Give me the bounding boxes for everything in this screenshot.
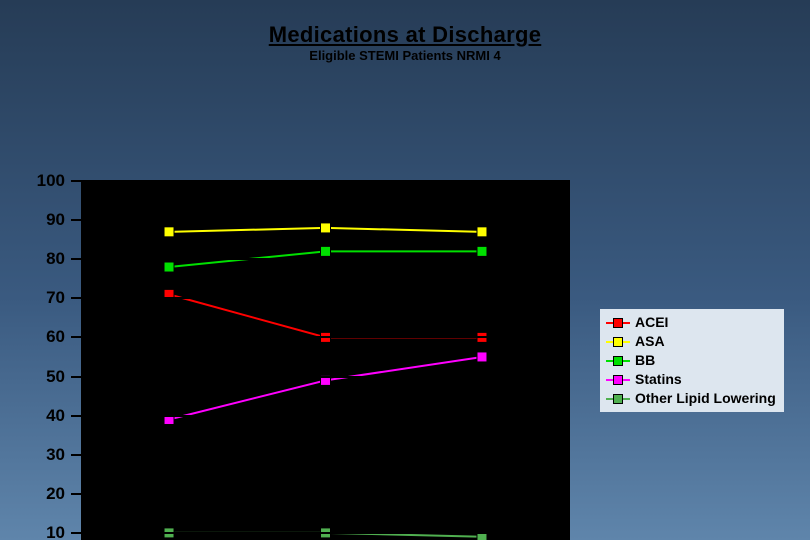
legend-label: ASA [635,332,665,351]
y-tick-label: 70 [0,288,65,308]
y-tick-label: 30 [0,445,65,465]
chart-legend: ACEIASABBStatinsOther Lipid Lowering [600,309,784,412]
grid-line [71,180,570,182]
legend-label: ACEI [635,313,668,332]
grid-line [71,297,570,299]
legend-label: BB [635,351,655,370]
y-tick-label: 10 [0,523,65,540]
series-marker [164,227,174,237]
grid-line [71,376,570,378]
legend-item: BB [606,351,776,370]
y-tick-label: 50 [0,367,65,387]
legend-swatch [606,375,630,385]
chart-lines [0,75,810,540]
legend-swatch [606,394,630,404]
legend-swatch [606,356,630,366]
y-tick-label: 90 [0,210,65,230]
series-marker [321,223,331,233]
series-marker [164,262,174,272]
y-tick-label: 80 [0,249,65,269]
legend-item: Statins [606,370,776,389]
grid-line [71,415,570,417]
legend-swatch [606,318,630,328]
legend-item: Other Lipid Lowering [606,389,776,408]
grid-line [71,493,570,495]
grid-line [71,258,570,260]
series-marker [477,246,487,256]
grid-line [71,219,570,221]
y-tick-label: 60 [0,327,65,347]
grid-line [71,336,570,338]
legend-label: Other Lipid Lowering [635,389,776,408]
series-marker [321,246,331,256]
grid-line [71,454,570,456]
series-marker [477,352,487,362]
chart-title: Medications at Discharge [0,22,810,48]
chart-subtitle: Eligible STEMI Patients NRMI 4 [0,48,810,63]
y-tick-label: 40 [0,406,65,426]
legend-swatch [606,337,630,347]
series-line-statins [169,357,482,420]
y-tick-label: 100 [0,171,65,191]
grid-line [71,532,570,534]
legend-label: Statins [635,370,682,389]
legend-item: ACEI [606,313,776,332]
y-tick-label: 20 [0,484,65,504]
series-marker [477,227,487,237]
legend-item: ASA [606,332,776,351]
series-line-acei [169,294,482,337]
